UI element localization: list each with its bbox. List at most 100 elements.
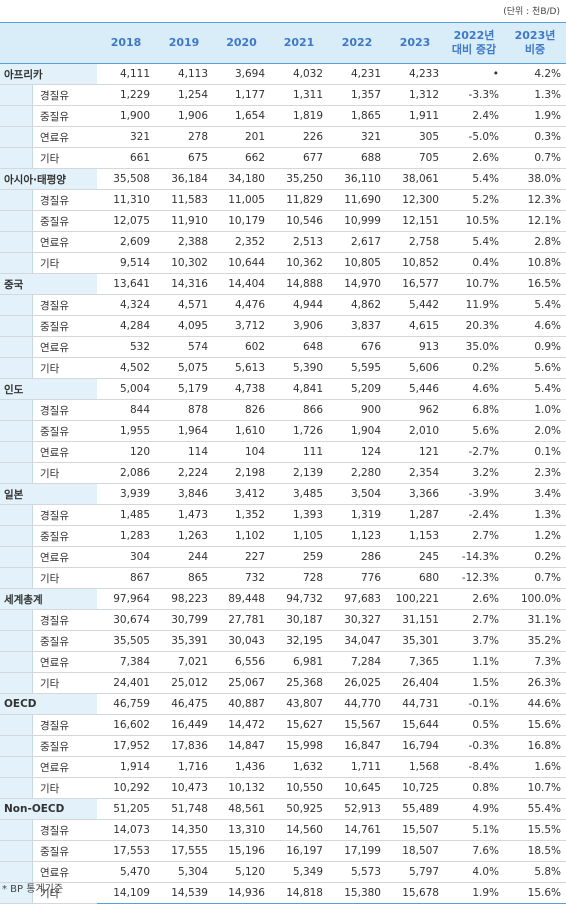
cell: 5.4% — [444, 168, 504, 190]
column-header: 2018 — [97, 22, 155, 64]
cell: 11,829 — [270, 189, 328, 211]
sub-label: 경질유 — [0, 609, 97, 631]
cell: 12,075 — [97, 210, 155, 232]
cell: 3,504 — [328, 483, 386, 505]
cell: 7.6% — [444, 840, 504, 862]
sub-row: 연료유 321 278 201 226 321 305 -5.0% 0.3% — [0, 126, 566, 148]
sub-label: 기타 — [0, 462, 97, 484]
sub-row: 중질유 17,553 17,555 15,196 16,197 17,199 18,507 7… — [0, 840, 566, 862]
cell: 120 — [97, 441, 155, 463]
cell: 0.5% — [444, 714, 504, 736]
cell: 5.1% — [444, 819, 504, 841]
cell: -3.9% — [444, 483, 504, 505]
cell: 1,229 — [97, 84, 155, 106]
cell: 6,981 — [270, 651, 328, 673]
group-row: 아시아·태평양 35,508 36,184 34,180 35,250 36,110 38,… — [0, 168, 566, 190]
cell: 12.3% — [504, 189, 566, 211]
cell: 3,846 — [155, 483, 213, 505]
cell: 0.3% — [504, 126, 566, 148]
cell: 0.2% — [444, 357, 504, 379]
cell: 13,641 — [97, 273, 155, 295]
cell: 1.3% — [504, 84, 566, 106]
group-label: Non-OECD — [0, 798, 97, 820]
group-label: 중국 — [0, 273, 97, 295]
column-header: 2019 — [155, 22, 213, 64]
cell: 1,312 — [386, 84, 444, 106]
cell: 0.2% — [504, 546, 566, 568]
cell: 35,301 — [386, 630, 444, 652]
sub-label: 경질유 — [0, 819, 97, 841]
cell: 532 — [97, 336, 155, 358]
cell: -2.7% — [444, 441, 504, 463]
cell: 1,819 — [270, 105, 328, 127]
column-header: 2022 — [328, 22, 386, 64]
cell: 1.9% — [504, 105, 566, 127]
cell: 18,507 — [386, 840, 444, 862]
cell: 98,223 — [155, 588, 213, 610]
cell: 4.9% — [444, 798, 504, 820]
cell: 14,761 — [328, 819, 386, 841]
cell: 11.9% — [444, 294, 504, 316]
sub-row: 연료유 532 574 602 648 676 913 35.0% 0.9% — [0, 336, 566, 358]
cell: 14,350 — [155, 819, 213, 841]
cell: 15.6% — [504, 882, 566, 904]
cell: 677 — [270, 147, 328, 169]
cell: 304 — [97, 546, 155, 568]
sub-label: 기타 — [0, 777, 97, 799]
sub-row: 기타 9,514 10,302 10,644 10,362 10,805 10,852 0.4… — [0, 252, 566, 274]
cell: 5.6% — [444, 420, 504, 442]
cell: 3,366 — [386, 483, 444, 505]
cell: -2.4% — [444, 504, 504, 526]
cell: 2,354 — [386, 462, 444, 484]
cell: 574 — [155, 336, 213, 358]
data-table: 2018 2019 2020 2021 2022 2023 2022년 대비 증감 2023년… — [0, 22, 566, 904]
cell: 1,914 — [97, 756, 155, 778]
sub-row: 경질유 16,602 16,449 14,472 15,627 15,567 15,644 0… — [0, 714, 566, 736]
cell: 30,187 — [270, 609, 328, 631]
sub-label: 중질유 — [0, 630, 97, 652]
cell: 35.2% — [504, 630, 566, 652]
cell: 4,502 — [97, 357, 155, 379]
sub-row: 연료유 7,384 7,021 6,556 6,981 7,284 7,365 1.1% 7.3… — [0, 651, 566, 673]
cell: 2,139 — [270, 462, 328, 484]
cell: 4.6% — [504, 315, 566, 337]
sub-row: 연료유 2,609 2,388 2,352 2,513 2,617 2,758 5.4% 2.8… — [0, 231, 566, 253]
cell: 1,311 — [270, 84, 328, 106]
cell: 10,302 — [155, 252, 213, 274]
cell: 5,390 — [270, 357, 328, 379]
cell: -12.3% — [444, 567, 504, 589]
cell: 1,254 — [155, 84, 213, 106]
cell: 1,436 — [213, 756, 270, 778]
cell: 5.6% — [504, 357, 566, 379]
sub-label: 중질유 — [0, 735, 97, 757]
cell: 1,654 — [213, 105, 270, 127]
group-row: 중국 13,641 14,316 14,404 14,888 14,970 16,577 10… — [0, 273, 566, 295]
cell: 5,446 — [386, 378, 444, 400]
cell: 866 — [270, 399, 328, 421]
cell: 10,805 — [328, 252, 386, 274]
cell: 11,690 — [328, 189, 386, 211]
cell: 1,904 — [328, 420, 386, 442]
cell: 10,725 — [386, 777, 444, 799]
cell: 15,196 — [213, 840, 270, 862]
cell: 10.7% — [504, 777, 566, 799]
cell: 4,476 — [213, 294, 270, 316]
sub-label: 경질유 — [0, 714, 97, 736]
cell: 0.9% — [504, 336, 566, 358]
cell: 31.1% — [504, 609, 566, 631]
cell: 11,583 — [155, 189, 213, 211]
cell: 2,224 — [155, 462, 213, 484]
sub-label: 경질유 — [0, 84, 97, 106]
cell: 15,567 — [328, 714, 386, 736]
cell: 913 — [386, 336, 444, 358]
cell: 46,475 — [155, 693, 213, 715]
cell: 1,900 — [97, 105, 155, 127]
cell: 16,794 — [386, 735, 444, 757]
cell: 4.0% — [444, 861, 504, 883]
sub-row: 경질유 1,485 1,473 1,352 1,393 1,319 1,287 -2.4% 1.… — [0, 504, 566, 526]
cell: 3,906 — [270, 315, 328, 337]
cell: 40,887 — [213, 693, 270, 715]
cell: 1,610 — [213, 420, 270, 442]
cell: 10,473 — [155, 777, 213, 799]
